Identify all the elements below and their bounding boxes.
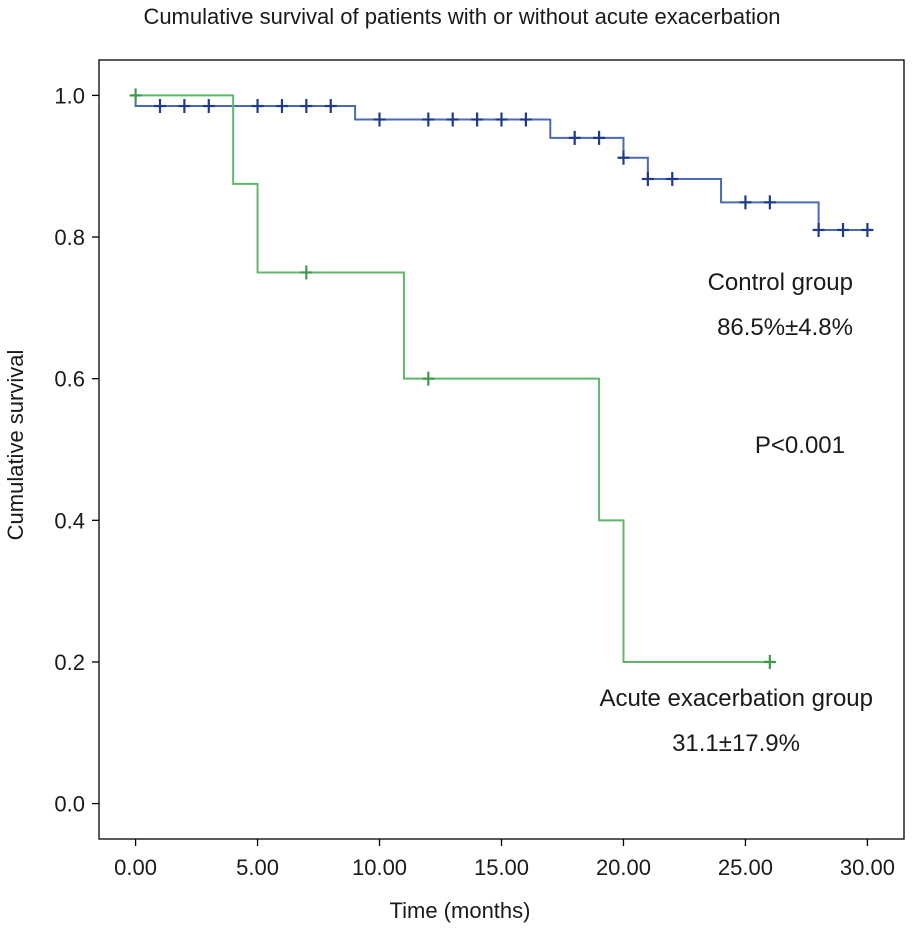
censor-mark (202, 99, 215, 114)
x-tick-label: 5.00 (236, 855, 279, 880)
x-tick-label: 25.00 (718, 855, 773, 880)
y-axis: 0.0 0.2 0.4 0.6 0.8 1.0 (54, 83, 99, 817)
censor-mark (300, 265, 313, 280)
censor-mark (178, 99, 191, 114)
censor-mark (861, 222, 874, 237)
censor-mark (153, 99, 166, 114)
censor-mark (471, 112, 484, 127)
censor-mark (422, 371, 435, 386)
censor-mark (446, 112, 459, 127)
censor-mark (373, 112, 386, 127)
y-tick-label: 0.0 (54, 792, 85, 817)
censor-mark (593, 130, 606, 145)
censor-mark (422, 112, 435, 127)
censor-mark (763, 654, 776, 669)
chart-title: Cumulative survival of patients with or … (143, 4, 780, 29)
censor-mark (739, 195, 752, 210)
censor-mark (495, 112, 508, 127)
y-tick-label: 0.6 (54, 367, 85, 392)
censor-mark (568, 130, 581, 145)
series-line-1 (135, 94, 770, 663)
x-tick-label: 20.00 (596, 855, 651, 880)
series-group (129, 88, 874, 669)
y-tick-label: 0.4 (54, 508, 85, 533)
acute-group-value: 31.1±17.9% (672, 730, 800, 757)
censor-mark (275, 99, 288, 114)
x-tick-label: 15.00 (474, 855, 529, 880)
censor-mark (519, 112, 532, 127)
censor-mark (617, 150, 630, 165)
control-group-label: Control group (708, 269, 853, 296)
censor-mark (324, 99, 337, 114)
control-group-value: 86.5%±4.8% (717, 314, 853, 341)
censor-mark (300, 99, 313, 114)
x-tick-label: 0.00 (114, 855, 157, 880)
x-axis-title: Time (months) (390, 898, 531, 923)
x-tick-label: 10.00 (352, 855, 407, 880)
y-tick-label: 1.0 (54, 83, 85, 108)
censor-mark (666, 171, 679, 186)
y-tick-label: 0.2 (54, 650, 85, 675)
censor-mark (812, 222, 825, 237)
p-value-label: P<0.001 (755, 432, 845, 459)
y-tick-label: 0.8 (54, 225, 85, 250)
x-axis: 0.00 5.00 10.00 15.00 20.00 25.00 30.00 (114, 839, 895, 880)
censor-mark (837, 222, 850, 237)
acute-group-label: Acute exacerbation group (599, 685, 873, 712)
censor-mark (251, 99, 264, 114)
censor-mark (129, 88, 142, 103)
x-tick-label: 30.00 (840, 855, 895, 880)
censor-mark (641, 171, 654, 186)
y-axis-title: Cumulative survival (3, 350, 28, 541)
censor-mark (763, 195, 776, 210)
